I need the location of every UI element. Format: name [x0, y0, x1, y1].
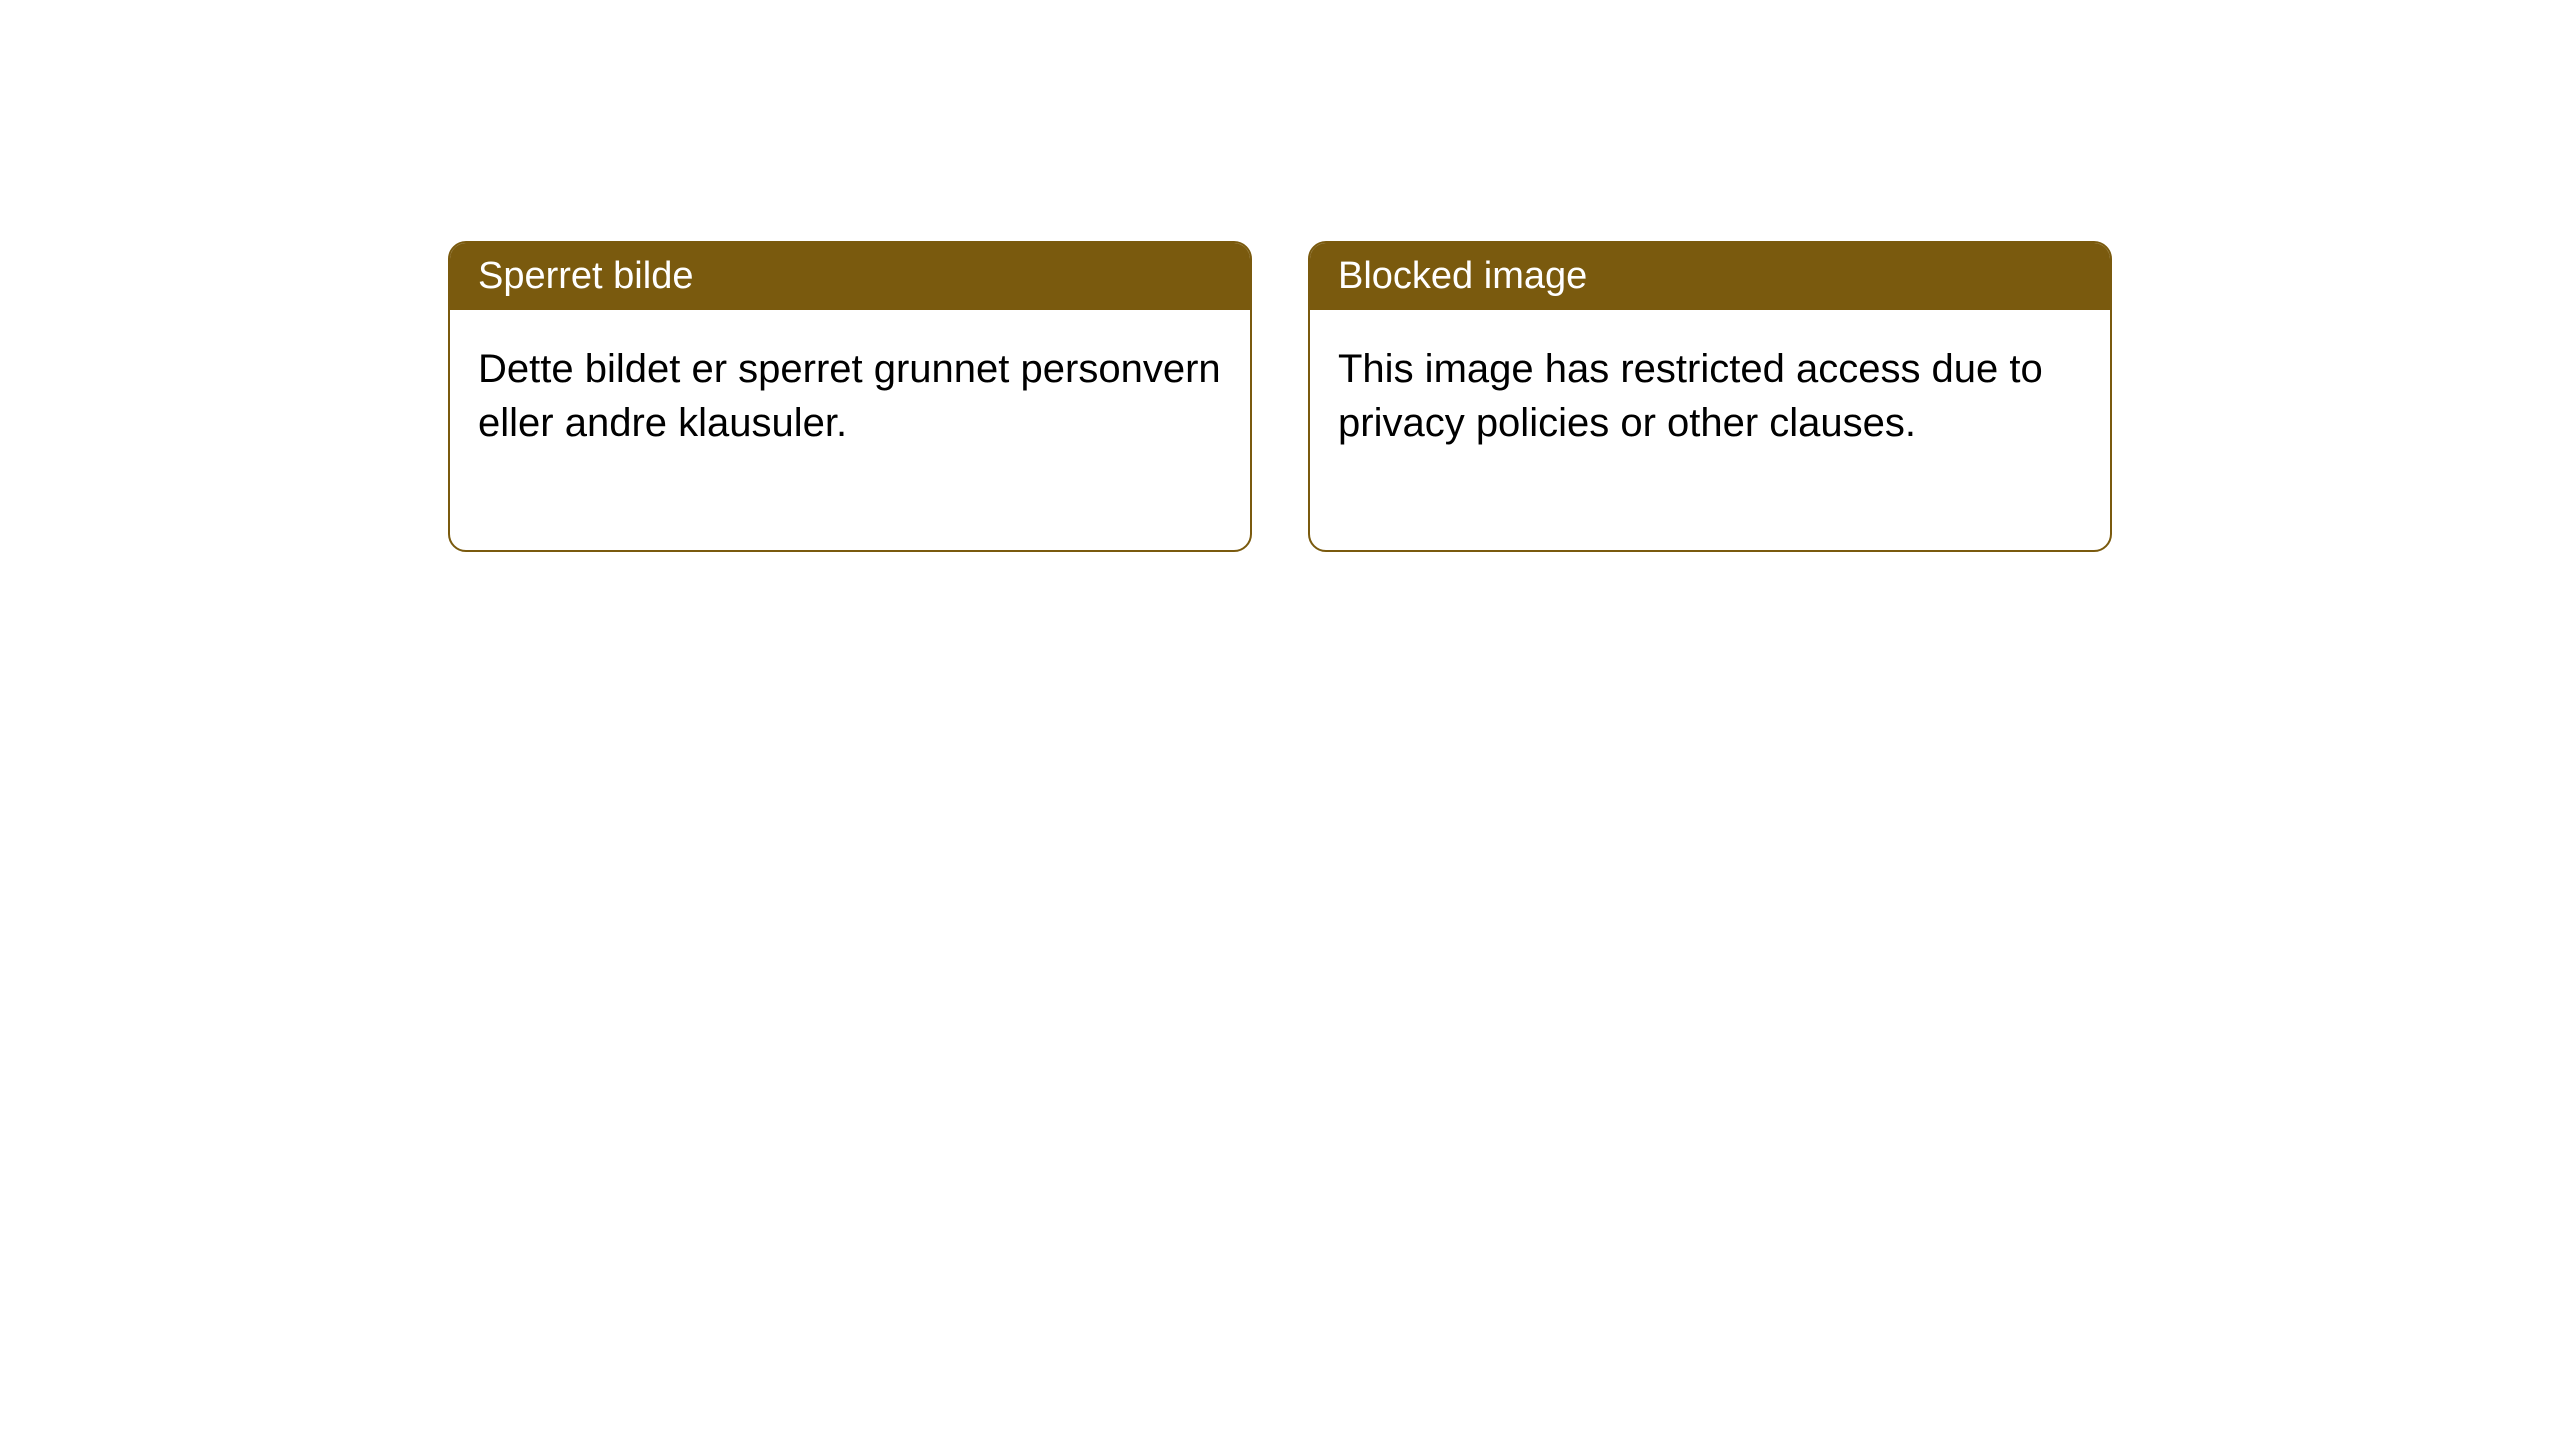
notice-title: Blocked image [1338, 255, 1587, 297]
notice-card-english: Blocked image This image has restricted … [1308, 241, 2112, 552]
notice-body: This image has restricted access due to … [1310, 310, 2110, 550]
notice-container: Sperret bilde Dette bildet er sperret gr… [448, 241, 2112, 552]
notice-title: Sperret bilde [478, 255, 693, 297]
notice-body: Dette bildet er sperret grunnet personve… [450, 310, 1250, 550]
notice-message: This image has restricted access due to … [1338, 347, 2043, 445]
notice-header: Blocked image [1310, 243, 2110, 310]
notice-header: Sperret bilde [450, 243, 1250, 310]
notice-message: Dette bildet er sperret grunnet personve… [478, 347, 1221, 445]
notice-card-norwegian: Sperret bilde Dette bildet er sperret gr… [448, 241, 1252, 552]
